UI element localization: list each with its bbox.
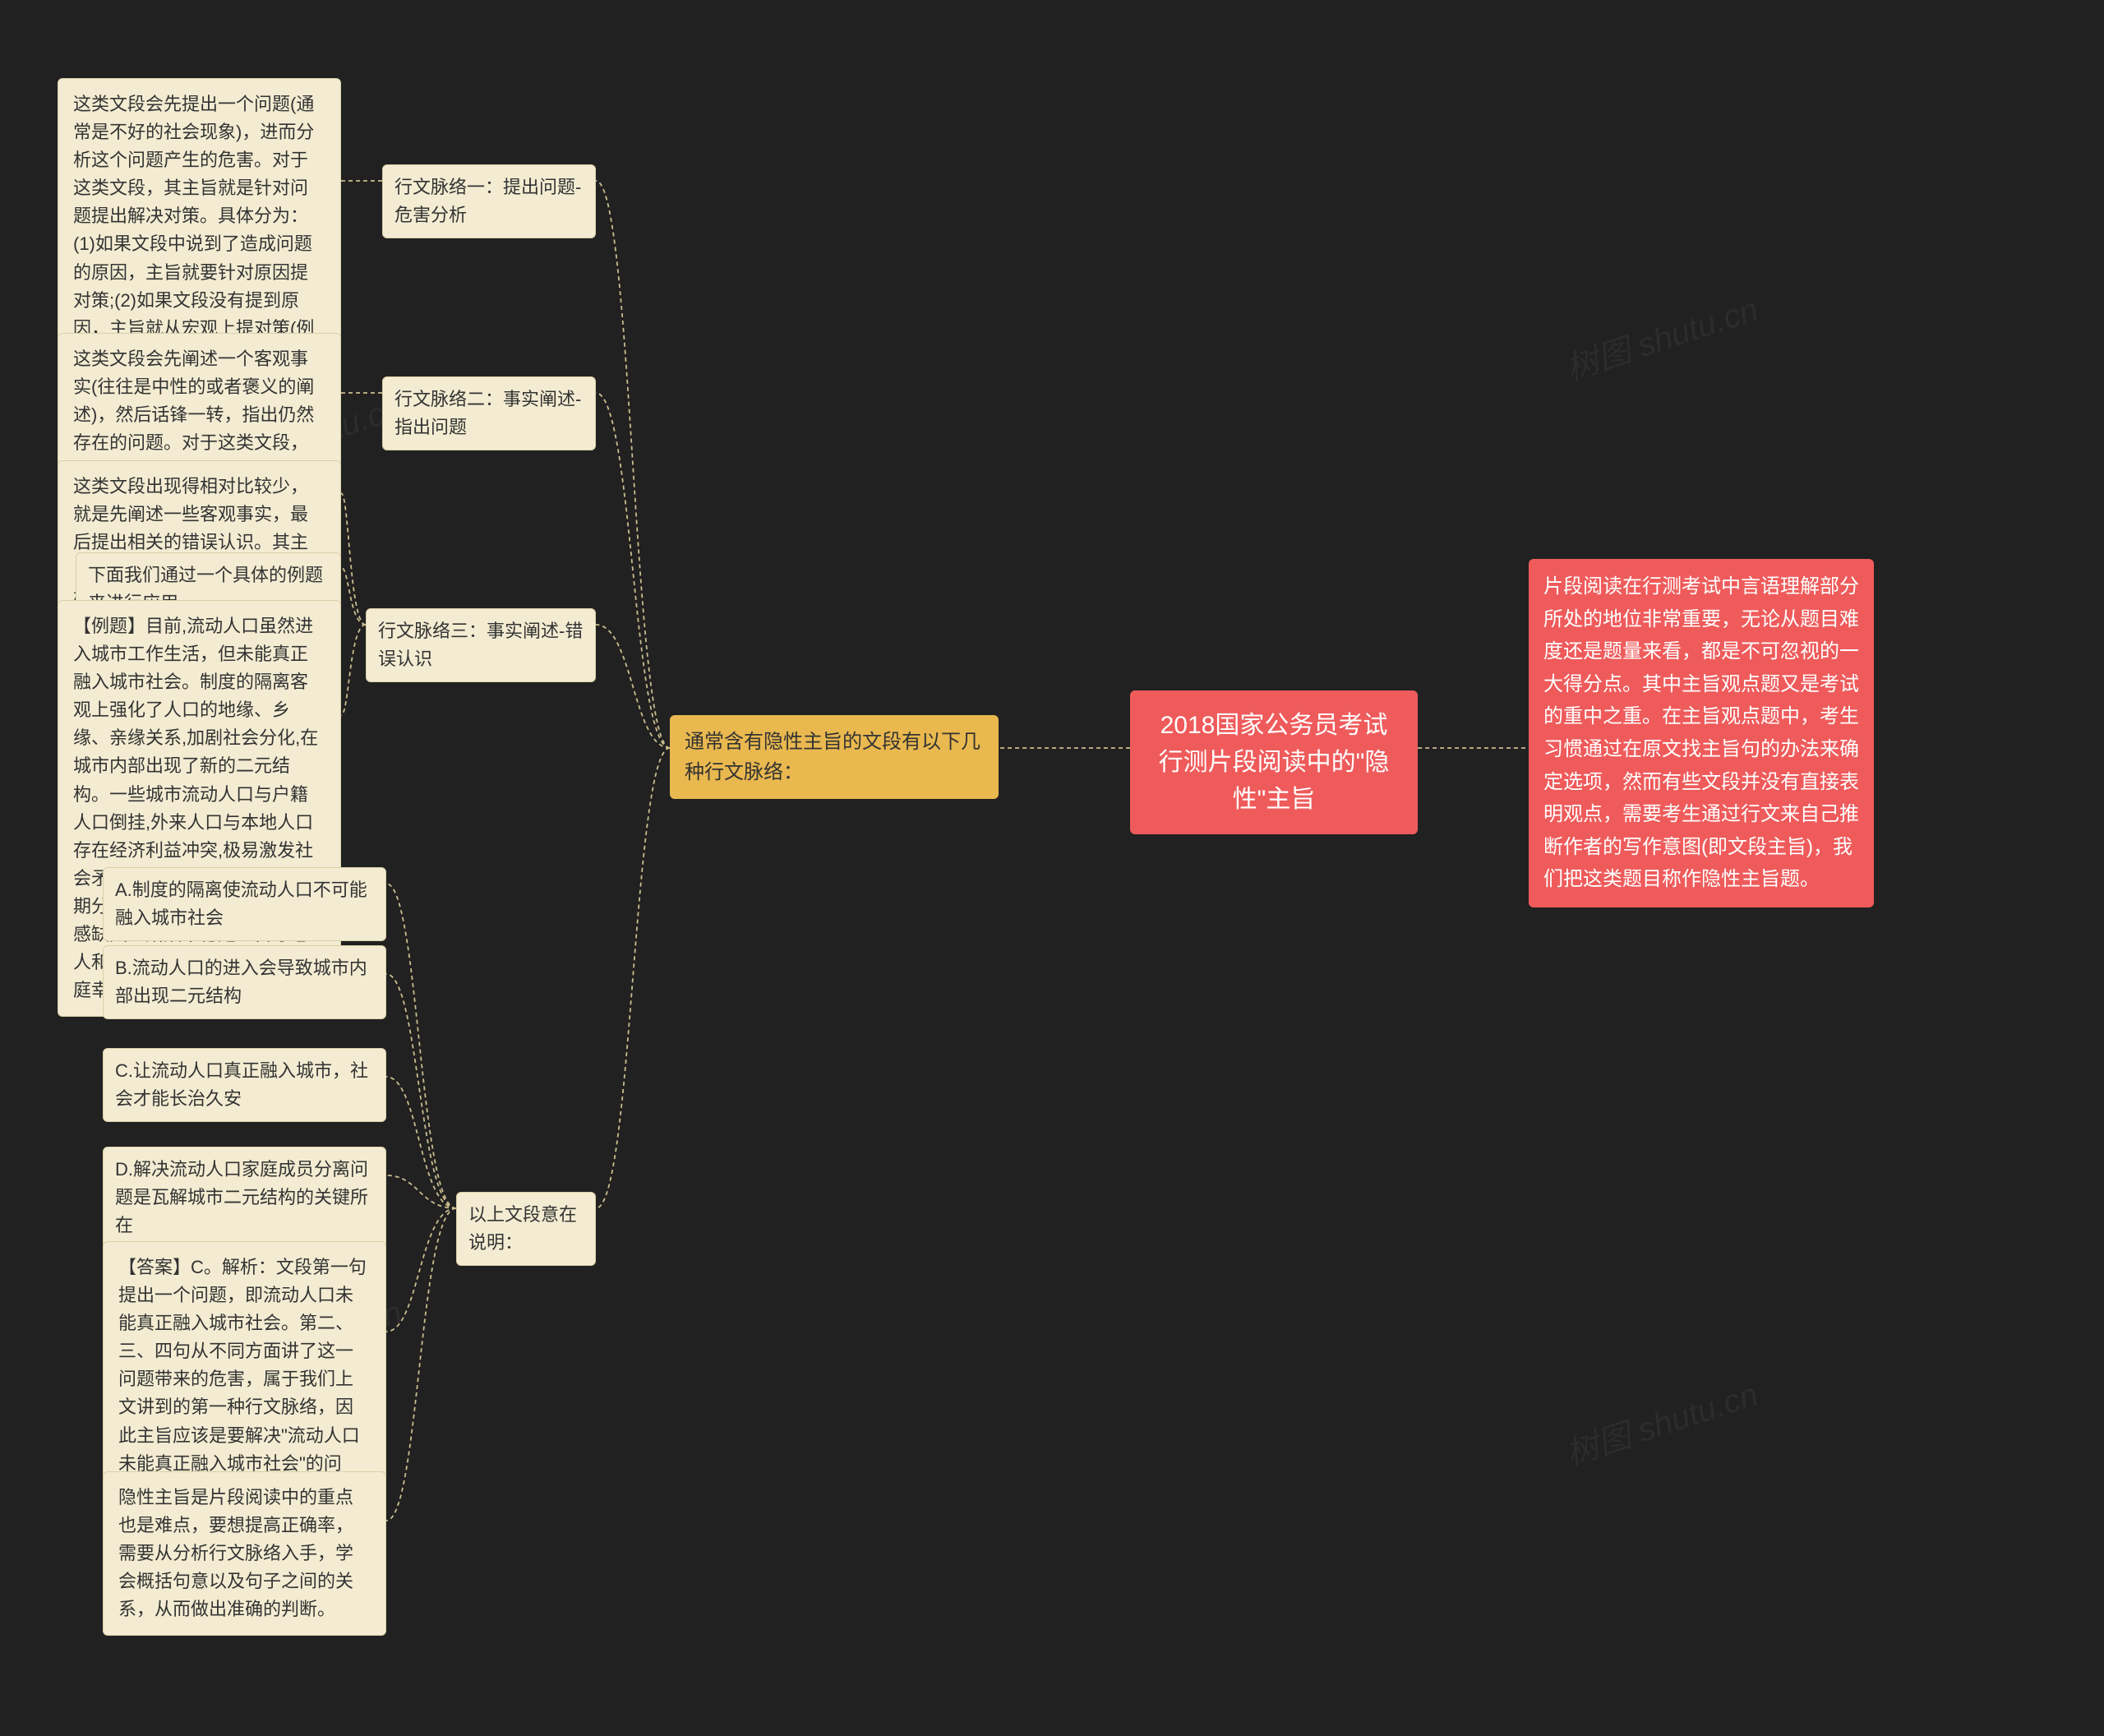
root-description: 片段阅读在行测考试中言语理解部分所处的地位非常重要，无论从题目难度还是题量来看，… [1529, 559, 1874, 907]
option-d: D.解决流动人口家庭成员分离问题是瓦解城市二元结构的关键所在 [103, 1147, 386, 1249]
branch3-label: 行文脉络三：事实阐述-错误认识 [366, 608, 596, 682]
branch4-label: 以上文段意在说明： [456, 1192, 596, 1266]
branch2-label: 行文脉络二：事实阐述-指出问题 [382, 376, 596, 450]
option-b: B.流动人口的进入会导致城市内部出现二元结构 [103, 945, 386, 1019]
option-c: C.让流动人口真正融入城市，社会才能长治久安 [103, 1048, 386, 1122]
watermark: 树图 shutu.cn [1559, 283, 1763, 390]
branch1-label: 行文脉络一：提出问题-危害分析 [382, 164, 596, 238]
root-node: 2018国家公务员考试行测片段阅读中的"隐性"主旨 [1130, 690, 1418, 834]
watermark: 树图 shutu.cn [1559, 1368, 1763, 1475]
summary-node: 隐性主旨是片段阅读中的重点也是难点，要想提高正确率，需要从分析行文脉络入手，学会… [103, 1471, 386, 1636]
option-a: A.制度的隔离使流动人口不可能融入城市社会 [103, 867, 386, 941]
trunk-node: 通常含有隐性主旨的文段有以下几种行文脉络： [670, 715, 999, 799]
